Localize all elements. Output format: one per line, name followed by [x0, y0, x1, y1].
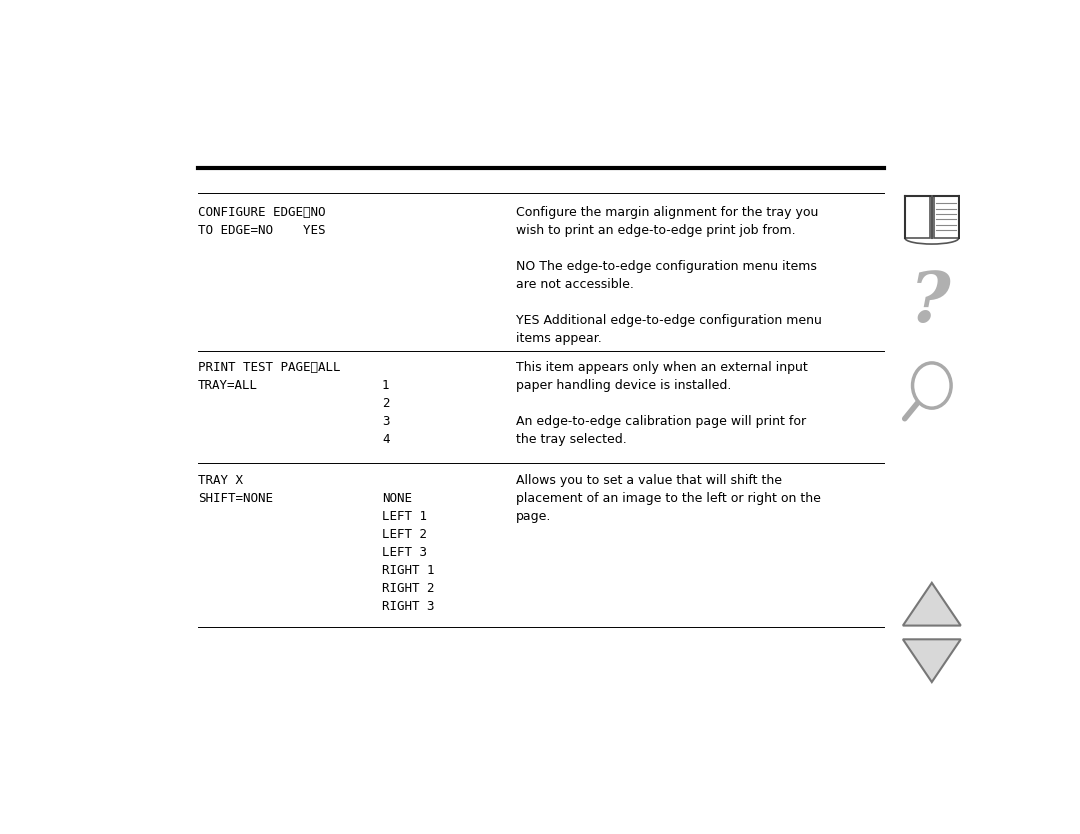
- Text: 4: 4: [382, 434, 390, 446]
- Text: NO The edge-to-edge configuration menu items: NO The edge-to-edge configuration menu i…: [516, 260, 816, 273]
- Text: LEFT 3: LEFT 3: [382, 545, 427, 559]
- Text: Allows you to set a value that will shift the: Allows you to set a value that will shif…: [516, 474, 782, 487]
- Text: CONFIGURE EDGE⁠NO: CONFIGURE EDGE⁠NO: [198, 206, 325, 219]
- Text: SHIFT=NONE: SHIFT=NONE: [198, 492, 273, 505]
- Text: TO EDGE=NO    YES: TO EDGE=NO YES: [198, 224, 325, 237]
- Text: 3: 3: [382, 415, 390, 429]
- Text: items appear.: items appear.: [516, 332, 602, 345]
- Text: LEFT 2: LEFT 2: [382, 528, 427, 540]
- Text: An edge-to-edge calibration page will print for: An edge-to-edge calibration page will pr…: [516, 415, 806, 429]
- Text: TRAY X: TRAY X: [198, 474, 243, 487]
- Text: PRINT TEST PAGE⁠ALL: PRINT TEST PAGE⁠ALL: [198, 361, 340, 374]
- Text: the tray selected.: the tray selected.: [516, 434, 626, 446]
- Text: TRAY=ALL: TRAY=ALL: [198, 379, 258, 393]
- Text: paper handling device is installed.: paper handling device is installed.: [516, 379, 731, 393]
- Text: placement of an image to the left or right on the: placement of an image to the left or rig…: [516, 492, 821, 505]
- Text: This item appears only when an external input: This item appears only when an external …: [516, 361, 808, 374]
- Text: page.: page.: [516, 510, 551, 523]
- Text: LEFT 1: LEFT 1: [382, 510, 427, 523]
- Text: YES Additional edge-to-edge configuration menu: YES Additional edge-to-edge configuratio…: [516, 314, 822, 327]
- Text: are not accessible.: are not accessible.: [516, 278, 634, 291]
- Text: Configure the margin alignment for the tray you: Configure the margin alignment for the t…: [516, 206, 819, 219]
- Text: 2: 2: [382, 398, 390, 410]
- Text: wish to print an edge-to-edge print job from.: wish to print an edge-to-edge print job …: [516, 224, 796, 237]
- Text: NONE: NONE: [382, 492, 411, 505]
- Text: RIGHT 1: RIGHT 1: [382, 564, 434, 577]
- Text: 1: 1: [382, 379, 390, 393]
- Text: RIGHT 3: RIGHT 3: [382, 600, 434, 613]
- Text: RIGHT 2: RIGHT 2: [382, 582, 434, 595]
